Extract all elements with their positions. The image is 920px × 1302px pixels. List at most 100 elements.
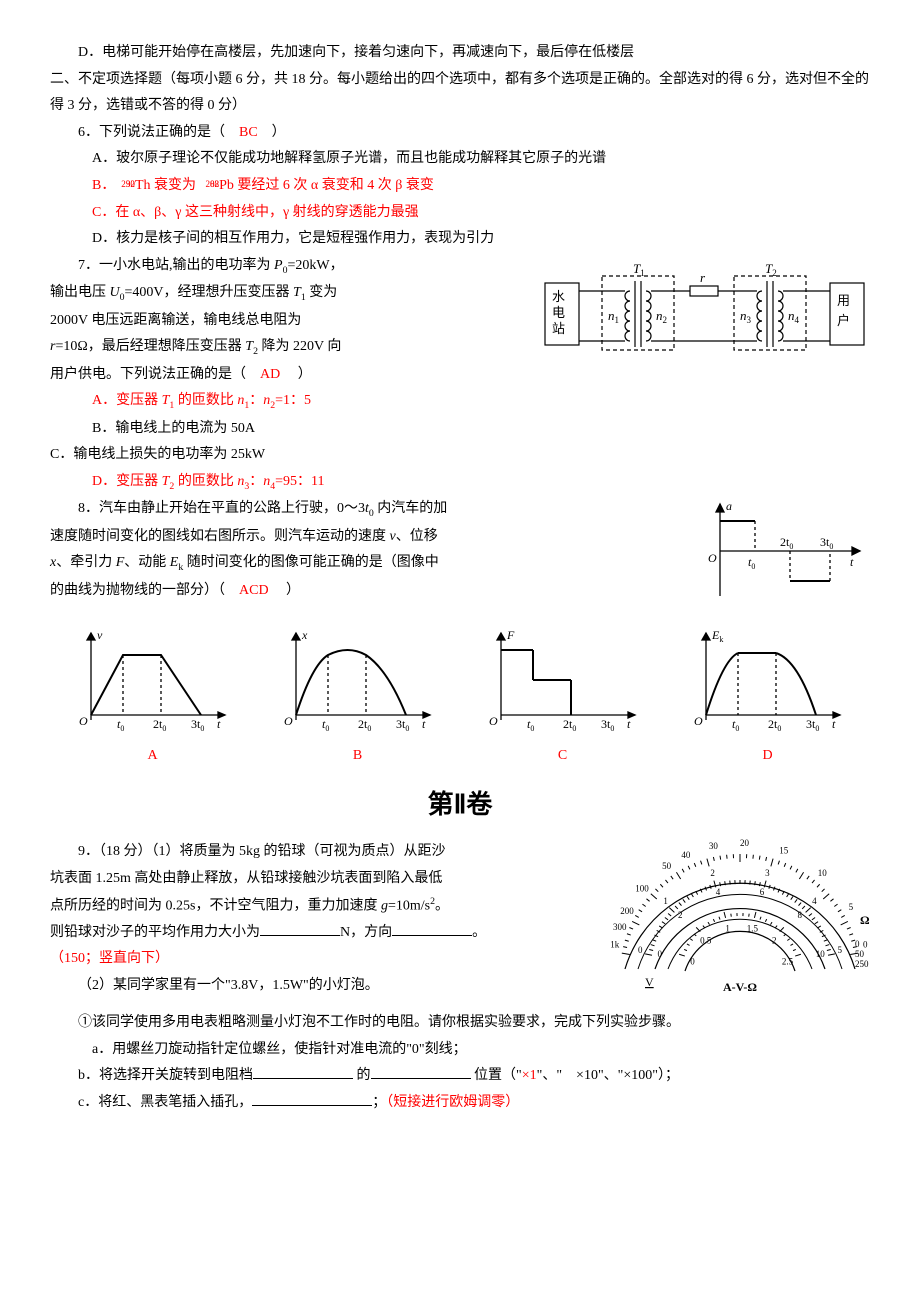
svg-text:15: 15 [779, 846, 789, 856]
q8-l1: 8．汽车由静止开始在平直的公路上行驶，0～3t0 内汽车的加 [50, 496, 700, 523]
svg-text:t: t [627, 717, 631, 731]
q9-p2-1: ①该同学使用多用电表粗略测量小灯泡不工作时的电阻。请你根据实验要求，完成下列实验… [50, 1010, 870, 1037]
q9-p2: （2）某同学家里有一个"3.8V，1.5W"的小灯泡。 [50, 973, 610, 1000]
graph-B: x O t0 2t0 3t0 t B [278, 625, 438, 770]
q8-block: 8．汽车由静止开始在平直的公路上行驶，0～3t0 内汽车的加 速度随时间变化的图… [50, 496, 870, 617]
svg-text:F: F [506, 628, 515, 642]
svg-text:0.5: 0.5 [700, 936, 712, 946]
svg-text:t: t [850, 555, 854, 569]
svg-text:t0: t0 [527, 717, 534, 733]
svg-text:3t0: 3t0 [601, 717, 614, 733]
svg-text:n4: n4 [788, 308, 800, 325]
q7-figure: 水 电 站 用 户 T1 T2 r n1 n2 n3 n4 [540, 253, 870, 384]
svg-text:2.5: 2.5 [782, 957, 794, 967]
svg-text:T1: T1 [633, 261, 645, 278]
q7-D: D．变压器 T2 的匝数比 n3：n4=95：11 [50, 469, 870, 496]
svg-text:3t0: 3t0 [806, 717, 819, 733]
q7-line4: r=10Ω，最后经理想降压变压器 T2 降为 220V 向 [50, 334, 540, 361]
svg-text:n3: n3 [740, 308, 752, 325]
section2-intro: 二、不定项选择题（每项小题 6 分，共 18 分。每小题给出的四个选项中，都有多… [50, 67, 870, 120]
svg-text:Ω: Ω [860, 913, 870, 927]
q6-C: C．在 α、β、γ 这三种射线中，γ 射线的穿透能力最强 [50, 200, 870, 227]
svg-text:3t0: 3t0 [191, 717, 204, 733]
svg-text:户: 户 [837, 313, 850, 328]
q6-D: D．核力是核子间的相互作用力，它是短程强作用力，表现为引力 [50, 226, 870, 253]
q8-l2: 速度随时间变化的图线如右图所示。则汽车运动的速度 v、位移 [50, 524, 700, 551]
svg-text:电: 电 [552, 305, 565, 320]
q7-A: A．变压器 T1 的匝数比 n1：n2=1：5 [50, 388, 870, 415]
svg-text:300: 300 [613, 923, 627, 933]
svg-text:1: 1 [663, 897, 668, 907]
q7-C: C．输电线上损失的电功率为 25kW [50, 442, 870, 469]
q6-B: B．23290Th 衰变为 20882Pb 要经过 6 次 α 衰变和 4 次 … [50, 173, 870, 200]
svg-text:T2: T2 [765, 261, 777, 278]
graph-C: F O t0 2t0 3t0 t C [483, 625, 643, 770]
svg-text:3: 3 [765, 868, 770, 878]
svg-text:t: t [422, 717, 426, 731]
svg-text:8: 8 [798, 910, 803, 920]
q9-l1: 9．（18 分）（1）将质量为 5kg 的铅球（可视为质点）从距沙 [50, 839, 610, 866]
svg-text:1k: 1k [610, 940, 620, 950]
svg-text:t0: t0 [732, 717, 739, 733]
svg-text:t: t [217, 717, 221, 731]
svg-text:站: 站 [552, 321, 565, 336]
q9-l4: 则铅球对沙子的平均作用力大小为N，方向。 [50, 920, 610, 947]
q7-line3: 2000V 电压远距离输送，输电线总电阻为 [50, 308, 540, 335]
q7-line2: 输出电压 U0=400V，经理想升压变压器 T1 变为 [50, 280, 540, 307]
svg-text:4: 4 [716, 887, 721, 897]
svg-text:6: 6 [760, 887, 765, 897]
q8-l3: x、牵引力 F、动能 Ek 随时间变化的图像可能正确的是（图像中 [50, 550, 700, 577]
fig-user-label: 用 [837, 293, 850, 308]
q9-ans1: （150；竖直向下） [50, 946, 610, 973]
svg-text:200: 200 [620, 906, 634, 916]
svg-text:10: 10 [816, 949, 826, 959]
svg-text:2: 2 [678, 910, 683, 920]
fig-station-label: 水 [552, 289, 565, 304]
svg-text:t0: t0 [117, 717, 124, 733]
svg-text:O: O [489, 714, 498, 728]
svg-text:5: 5 [838, 945, 843, 955]
svg-text:t0: t0 [322, 717, 329, 733]
q9-meter-figure: 1k30020010050403020151050 012345 00.511.… [610, 839, 870, 1010]
svg-text:1: 1 [725, 924, 730, 934]
q8-figure: a O t t0 2t0 3t0 [700, 496, 870, 617]
svg-text:5: 5 [849, 902, 854, 912]
svg-text:V: V [645, 975, 654, 989]
graph-A: v O t0 2t0 3t0 t A [73, 625, 233, 770]
q5-option-d: D．电梯可能开始停在高楼层，先加速向下，接着匀速向下，再减速向下，最后停在低楼层 [78, 40, 870, 67]
svg-text:O: O [79, 714, 88, 728]
part2-title: 第Ⅱ卷 [50, 780, 870, 829]
svg-text:30: 30 [709, 841, 719, 851]
svg-text:2: 2 [710, 868, 715, 878]
svg-text:t: t [832, 717, 836, 731]
q7-line5: 用户供电。下列说法正确的是（ AD ） [50, 362, 540, 389]
svg-text:O: O [708, 551, 717, 565]
svg-text:x: x [301, 628, 308, 642]
svg-text:0: 0 [690, 957, 695, 967]
svg-text:3t0: 3t0 [820, 535, 833, 551]
svg-text:2t0: 2t0 [768, 717, 781, 733]
svg-text:a: a [726, 499, 732, 513]
svg-text:2t0: 2t0 [358, 717, 371, 733]
svg-text:100: 100 [635, 884, 649, 894]
q8-l4: 的曲线为抛物线的一部分）（ ACD ） [50, 578, 700, 605]
svg-text:0: 0 [638, 945, 643, 955]
svg-text:0: 0 [658, 949, 663, 959]
svg-text:O: O [694, 714, 703, 728]
q9-l2: 坑表面 1.25m 高处由静止释放，从铅球接触沙坑表面到陷入最低 [50, 866, 610, 893]
svg-text:1.5: 1.5 [747, 924, 759, 934]
svg-text:2t0: 2t0 [153, 717, 166, 733]
q9-block: 9．（18 分）（1）将质量为 5kg 的铅球（可视为质点）从距沙 坑表面 1.… [50, 839, 870, 1010]
svg-text:A-V-Ω: A-V-Ω [723, 980, 757, 994]
svg-text:2: 2 [772, 936, 777, 946]
svg-text:r: r [700, 270, 706, 285]
svg-text:Ek: Ek [711, 628, 723, 644]
svg-text:n2: n2 [656, 308, 667, 325]
svg-text:t0: t0 [748, 555, 755, 571]
q7-B: B．输电线上的电流为 50A [50, 416, 870, 443]
q9-step-a: a．用螺丝刀旋动指针定位螺丝，使指针对准电流的"0"刻线； [50, 1037, 870, 1064]
svg-text:4: 4 [812, 897, 817, 907]
svg-text:20: 20 [740, 839, 750, 848]
graph-D: Ek O t0 2t0 3t0 t D [688, 625, 848, 770]
svg-text:0: 0 [855, 939, 860, 949]
